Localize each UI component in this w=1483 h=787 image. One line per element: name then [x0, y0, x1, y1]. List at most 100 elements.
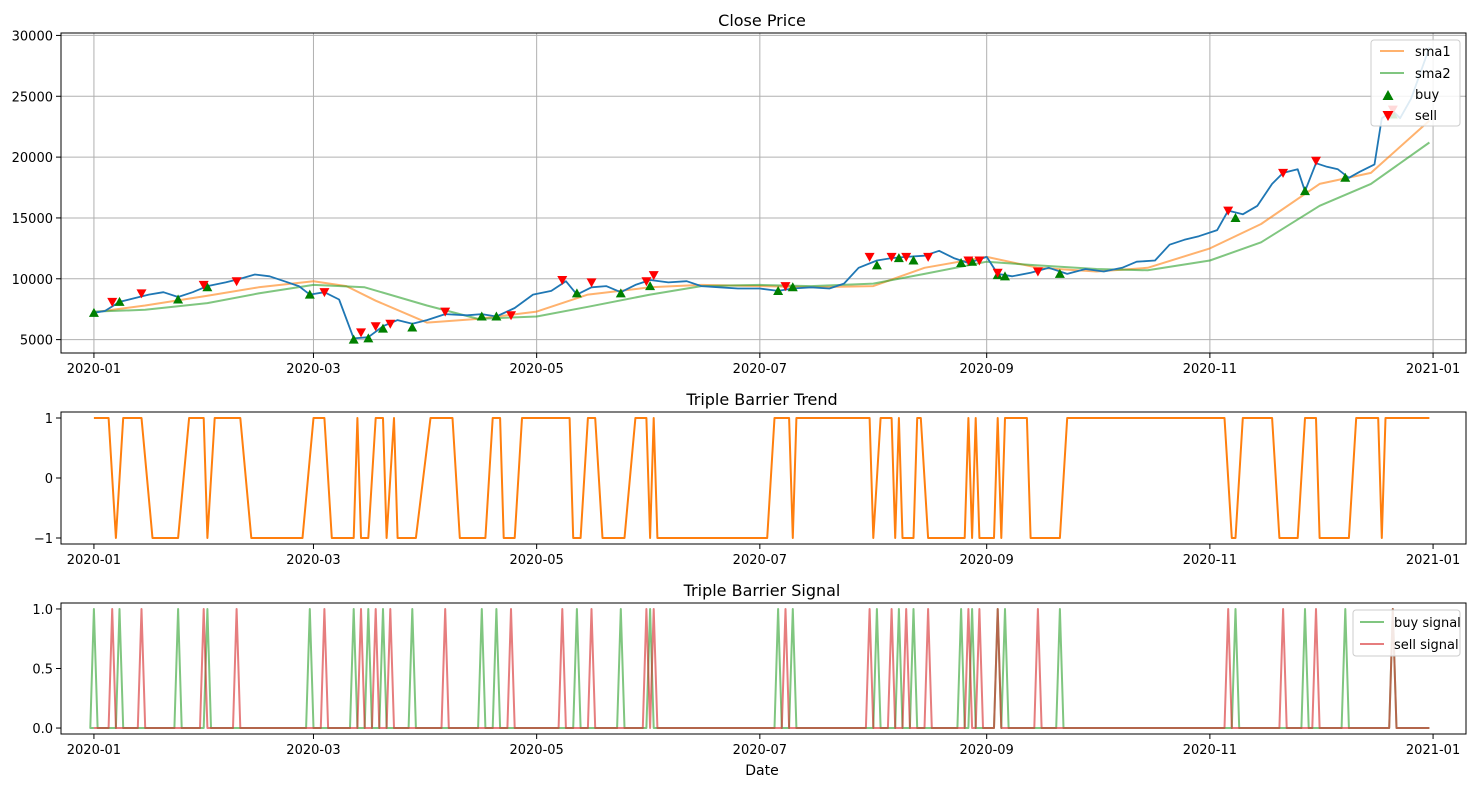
x-tick-label: 2020-03	[286, 553, 340, 568]
signal-x-axis-label: Date	[745, 763, 778, 779]
buy-marker	[787, 282, 798, 292]
y-tick-label: 10000	[12, 273, 53, 288]
sell-marker	[963, 256, 974, 266]
close-price-panel: Close Price 2020-01 2020-03 2020-05 2020-07…	[12, 11, 1467, 377]
x-tick-label: 2020-01	[67, 743, 121, 758]
y-tick-label: 0.0	[32, 722, 53, 737]
close-price-legend: sma1 sma2 buy sell	[1370, 39, 1461, 127]
sell-marker	[641, 277, 652, 287]
buy-marker	[202, 282, 213, 292]
sell-marker	[1310, 156, 1321, 166]
sell-marker	[1223, 206, 1234, 216]
buy-marker	[893, 253, 904, 263]
signal-y-axis: 0.0 0.5 1.0	[32, 603, 61, 737]
x-tick-label: 2021-01	[1406, 743, 1460, 758]
legend-buy-label: buy	[1415, 88, 1439, 103]
legend-buy-marker	[1382, 90, 1394, 100]
buy-marker	[1300, 186, 1311, 196]
buy-marker	[377, 323, 388, 333]
buy-marker	[491, 311, 502, 321]
trend-frame	[60, 411, 1467, 545]
sma2-line	[93, 141, 1430, 320]
buy-marker	[1340, 172, 1351, 182]
sell-marker	[780, 282, 791, 292]
x-tick-label: 2021-01	[1406, 362, 1460, 377]
y-tick-label: 0.5	[32, 663, 53, 678]
buy-marker	[615, 288, 626, 298]
y-tick-label: 30000	[12, 29, 53, 44]
legend-buy-signal-label: buy signal	[1394, 616, 1461, 631]
sell-marker	[901, 252, 912, 262]
buy-marker	[173, 294, 184, 304]
signal-title: Triple Barrier Signal	[683, 581, 841, 600]
sell-marker	[1278, 168, 1289, 178]
x-tick-label: 2021-01	[1406, 553, 1460, 568]
y-tick-label: 1	[45, 412, 53, 427]
trend-panel: Triple Barrier Trend 2020-01 2020-03 2020-…	[34, 390, 1467, 568]
trend-x-axis: 2020-01 2020-03 2020-05 2020-07 2020-09 2020-…	[67, 544, 1460, 568]
sell-marker	[319, 288, 330, 298]
sell-marker	[1032, 267, 1043, 277]
signal-lines	[89, 608, 1430, 729]
x-tick-label: 2020-05	[509, 743, 563, 758]
x-tick-label: 2020-07	[733, 362, 787, 377]
x-tick-label: 2020-07	[733, 743, 787, 758]
x-tick-label: 2020-01	[67, 362, 121, 377]
y-tick-label: 0	[45, 472, 53, 487]
x-tick-label: 2020-05	[509, 362, 563, 377]
x-tick-label: 2020-07	[733, 553, 787, 568]
trend-lines	[93, 417, 1430, 539]
sell-marker	[974, 256, 985, 266]
sell-marker	[440, 307, 451, 317]
x-tick-label: 2020-11	[1183, 553, 1237, 568]
x-tick-label: 2020-03	[286, 362, 340, 377]
close-price-markers	[88, 105, 1398, 344]
close-price-grid	[61, 33, 1466, 353]
buy-marker	[908, 255, 919, 265]
signal-x-axis: 2020-01 2020-03 2020-05 2020-07 2020-09 2020-…	[67, 734, 1460, 758]
buy-marker	[1054, 268, 1065, 278]
signal-legend: buy signal sell signal	[1352, 609, 1461, 657]
close-price-title: Close Price	[718, 11, 806, 30]
buy-marker	[476, 311, 487, 321]
close-price-x-axis: 2020-01 2020-03 2020-05 2020-07 2020-09 2020-…	[67, 353, 1460, 377]
y-tick-label: 25000	[12, 90, 53, 105]
buy-marker	[871, 260, 882, 270]
x-tick-label: 2020-09	[960, 553, 1014, 568]
sell-marker	[136, 289, 147, 299]
sma1-line	[93, 119, 1431, 324]
trend-y-axis: 1 0 −1	[34, 412, 61, 547]
sell-marker	[992, 268, 1003, 278]
signal-frame	[60, 602, 1467, 735]
buy-marker	[967, 256, 978, 266]
sell-marker	[557, 275, 568, 285]
y-tick-label: 20000	[12, 151, 53, 166]
sell-marker	[385, 319, 396, 329]
x-tick-label: 2020-11	[1183, 362, 1237, 377]
x-tick-label: 2020-01	[67, 553, 121, 568]
buy-marker	[773, 285, 784, 295]
sell-marker	[370, 322, 381, 332]
buy-marker	[114, 296, 125, 306]
buy-marker	[1230, 212, 1241, 222]
legend-sma2-label: sma2	[1415, 67, 1451, 82]
sell-marker	[198, 280, 209, 290]
close-price-lines	[93, 47, 1431, 340]
sell-marker	[506, 311, 517, 321]
signal-panel: Triple Barrier Signal 2020-01 2020-03 2020…	[32, 581, 1467, 779]
buy-marker	[88, 307, 99, 317]
y-tick-label: −1	[34, 532, 53, 547]
x-tick-label: 2020-05	[509, 553, 563, 568]
legend-sma1-label: sma1	[1415, 45, 1451, 60]
sell-marker	[864, 252, 875, 262]
sell-marker	[648, 271, 659, 281]
buy-marker	[999, 271, 1010, 281]
sell-marker	[586, 278, 597, 288]
sell-marker	[886, 252, 897, 262]
buy-marker	[363, 333, 374, 343]
sell-marker	[356, 328, 367, 338]
buy-marker	[304, 289, 315, 299]
legend-sell-signal-label: sell signal	[1394, 638, 1459, 653]
x-tick-label: 2020-03	[286, 743, 340, 758]
